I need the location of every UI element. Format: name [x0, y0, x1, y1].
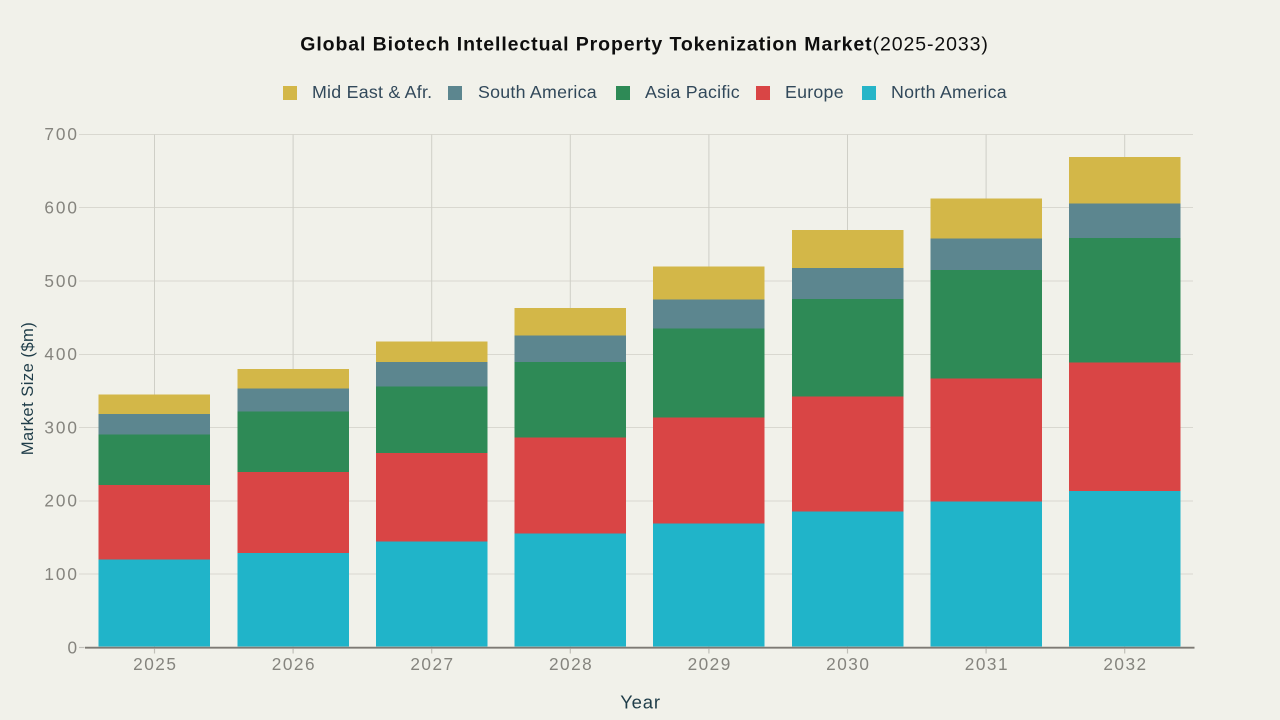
svg-text:2028: 2028	[549, 654, 593, 674]
svg-text:North America: North America	[891, 82, 1007, 102]
svg-text:0: 0	[67, 637, 79, 657]
svg-text:600: 600	[44, 198, 79, 218]
svg-text:Global Biotech Intellectual Pr: Global Biotech Intellectual Property Tok…	[300, 34, 988, 56]
svg-text:2031: 2031	[965, 654, 1009, 674]
svg-text:100: 100	[44, 564, 79, 584]
svg-text:400: 400	[44, 344, 79, 364]
svg-text:Asia Pacific: Asia Pacific	[645, 82, 740, 102]
svg-text:Market Size ($m): Market Size ($m)	[18, 322, 37, 456]
svg-text:2030: 2030	[826, 654, 870, 674]
svg-text:2026: 2026	[272, 654, 316, 674]
svg-text:300: 300	[44, 417, 79, 437]
svg-text:South America: South America	[478, 82, 597, 102]
svg-text:500: 500	[44, 271, 79, 291]
svg-text:Mid East & Afr.: Mid East & Afr.	[312, 82, 432, 102]
svg-text:2032: 2032	[1103, 654, 1147, 674]
svg-text:Europe: Europe	[785, 82, 844, 102]
svg-text:Year: Year	[620, 692, 661, 713]
svg-text:2027: 2027	[410, 654, 454, 674]
svg-text:200: 200	[44, 491, 79, 511]
svg-text:2029: 2029	[688, 654, 732, 674]
svg-text:700: 700	[44, 124, 79, 144]
svg-text:2025: 2025	[133, 654, 177, 674]
